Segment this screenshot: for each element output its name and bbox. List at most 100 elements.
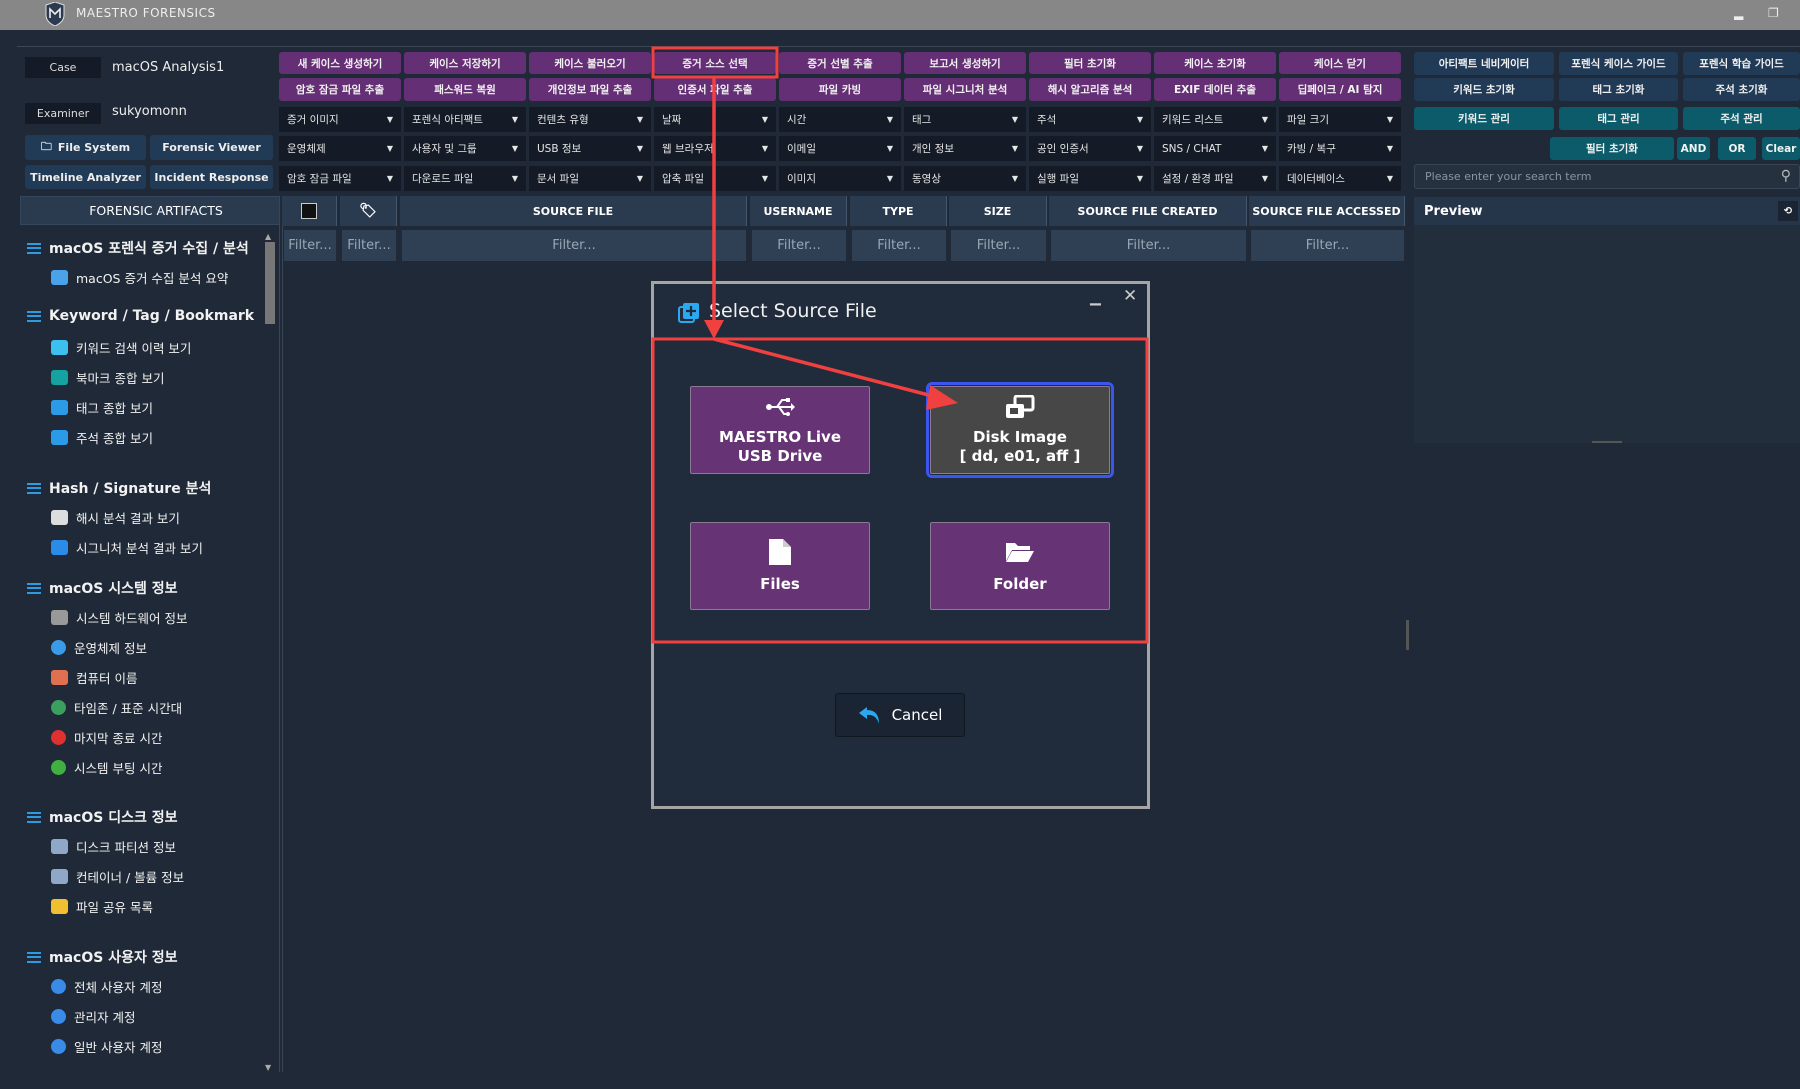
timeline-analyzer-button[interactable]: Timeline Analyzer	[25, 165, 146, 189]
select-all-header[interactable]	[282, 196, 337, 226]
sidebar-section-0[interactable]: macOS 포렌식 증거 수집 / 분석	[27, 238, 249, 258]
action-button-암호-잠금-파일-추출[interactable]: 암호 잠금 파일 추출	[279, 78, 401, 101]
or-button[interactable]: OR	[1718, 137, 1756, 160]
source-option-folder[interactable]: Folder	[930, 522, 1110, 610]
right-button-아티팩트-네비게이터[interactable]: 아티팩트 네비게이터	[1414, 52, 1554, 75]
right-button-포렌식-케이스-가이드[interactable]: 포렌식 케이스 가이드	[1559, 52, 1678, 75]
sidebar-section-1[interactable]: Keyword / Tag / Bookmark	[27, 308, 254, 324]
filter-dropdown[interactable]: 카빙 / 복구 ▼	[1279, 136, 1401, 161]
sidebar-item[interactable]: macOS 증거 수집 분석 요약	[51, 268, 228, 287]
sidebar-item[interactable]: 주석 종합 보기	[51, 428, 153, 447]
scroll-down-icon[interactable]: ▼	[265, 1063, 272, 1072]
sidebar-item[interactable]: 컴퓨터 이름	[51, 668, 137, 687]
action-button-케이스-닫기[interactable]: 케이스 닫기	[1279, 52, 1401, 74]
minimize-button[interactable]: ▂	[1734, 6, 1744, 20]
filter-dropdown[interactable]: SNS / CHAT ▼	[1154, 136, 1276, 161]
column-header[interactable]: SOURCE FILE	[400, 196, 747, 226]
filter-dropdown[interactable]: 문서 파일 ▼	[529, 166, 651, 191]
action-button-해시-알고리즘-분석[interactable]: 해시 알고리즘 분석	[1029, 78, 1151, 101]
filter-dropdown[interactable]: 사용자 및 그룹 ▼	[404, 136, 526, 161]
sidebar-scrollbar[interactable]: ▲ ▼	[264, 232, 276, 1072]
cancel-button[interactable]: Cancel	[835, 693, 965, 737]
dialog-close-button[interactable]: ✕	[1123, 286, 1138, 306]
column-header[interactable]: USERNAME	[750, 196, 847, 226]
incident-response-button[interactable]: Incident Response	[150, 165, 273, 189]
filter-dropdown[interactable]: 개인 정보 ▼	[904, 136, 1026, 161]
right-button-태그-초기화[interactable]: 태그 초기화	[1559, 78, 1678, 101]
dialog-minimize-button[interactable]: ▁	[1090, 290, 1101, 306]
sidebar-section-3[interactable]: macOS 시스템 정보	[27, 578, 177, 598]
forensic-viewer-button[interactable]: Forensic Viewer	[150, 135, 273, 160]
sidebar-section-5[interactable]: macOS 사용자 정보	[27, 947, 177, 967]
resize-handle[interactable]	[1592, 441, 1622, 443]
source-option-files[interactable]: Files	[690, 522, 870, 610]
filter-dropdown[interactable]: 날짜 ▼	[654, 107, 776, 132]
action-button-파일-시그니처-분석[interactable]: 파일 시그니처 분석	[904, 78, 1026, 101]
action-button-인증서-파일-추출[interactable]: 인증서 파일 추출	[654, 78, 776, 101]
column-filter-input[interactable]: Filter...	[1251, 230, 1404, 261]
sidebar-item[interactable]: 시스템 부팅 시간	[51, 758, 162, 777]
filter-dropdown[interactable]: 키워드 리스트 ▼	[1154, 107, 1276, 132]
filter-dropdown[interactable]: 태그 ▼	[904, 107, 1026, 132]
filter-dropdown[interactable]: 공인 인증서 ▼	[1029, 136, 1151, 161]
refresh-icon[interactable]: ⟲	[1778, 201, 1798, 221]
filter-dropdown[interactable]: 컨텐츠 유형 ▼	[529, 107, 651, 132]
sidebar-item[interactable]: 운영체제 정보	[51, 638, 147, 657]
and-button[interactable]: AND	[1677, 137, 1710, 160]
sidebar-item[interactable]: 컨테이너 / 볼륨 정보	[51, 867, 184, 886]
right-button-주석-초기화[interactable]: 주석 초기화	[1683, 78, 1800, 101]
column-filter-input[interactable]: Filter...	[951, 230, 1046, 261]
source-option-maestro-live[interactable]: MAESTRO Live USB Drive	[690, 386, 870, 474]
sidebar-item[interactable]: 디스크 파티션 정보	[51, 837, 176, 856]
right-button-포렌식-학습-가이드[interactable]: 포렌식 학습 가이드	[1683, 52, 1800, 75]
filter-dropdown[interactable]: 데이터베이스 ▼	[1279, 166, 1401, 191]
right-button-키워드-관리[interactable]: 키워드 관리	[1414, 107, 1554, 130]
column-filter-input[interactable]: Filter...	[852, 230, 946, 261]
scroll-up-icon[interactable]: ▲	[265, 232, 272, 241]
filter-dropdown[interactable]: 주석 ▼	[1029, 107, 1151, 132]
filter-dropdown[interactable]: 암호 잠금 파일 ▼	[279, 166, 401, 191]
column-header[interactable]: SOURCE FILE ACCESSED	[1249, 196, 1405, 226]
file-system-button[interactable]: 🗀 File System	[25, 135, 146, 160]
filter-reset-button[interactable]: 필터 초기화	[1550, 137, 1674, 160]
restore-button[interactable]: ❐	[1768, 6, 1779, 20]
sidebar-section-4[interactable]: macOS 디스크 정보	[27, 807, 177, 827]
column-filter-input[interactable]: Filter...	[752, 230, 846, 261]
action-button-개인정보-파일-추출[interactable]: 개인정보 파일 추출	[529, 78, 651, 101]
clear-button[interactable]: Clear	[1762, 137, 1800, 160]
action-button-패스워드-복원[interactable]: 패스워드 복원	[404, 78, 526, 101]
column-header[interactable]: TYPE	[850, 196, 947, 226]
action-button-케이스-저장하기[interactable]: 케이스 저장하기	[404, 52, 526, 74]
filter-dropdown[interactable]: 시간 ▼	[779, 107, 901, 132]
splitter-handle[interactable]	[1406, 620, 1409, 650]
sidebar-scroll-thumb[interactable]	[265, 242, 275, 324]
search-icon[interactable]: ⚲	[1780, 168, 1791, 184]
action-button-exif-데이터-추출[interactable]: EXIF 데이터 추출	[1154, 78, 1276, 101]
right-button-태그-관리[interactable]: 태그 관리	[1559, 107, 1678, 130]
action-button-증거-소스-선택[interactable]: 증거 소스 선택	[654, 52, 776, 74]
sidebar-item[interactable]: 타임존 / 표준 시간대	[51, 698, 182, 717]
sidebar-item[interactable]: 전체 사용자 계정	[51, 977, 162, 996]
filter-dropdown[interactable]: 압축 파일 ▼	[654, 166, 776, 191]
column-header[interactable]: SIZE	[949, 196, 1047, 226]
sidebar-section-2[interactable]: Hash / Signature 분석	[27, 478, 211, 498]
filter-dropdown[interactable]: 웹 브라우저 ▼	[654, 136, 776, 161]
sidebar-item[interactable]: 시그니처 분석 결과 보기	[51, 538, 203, 557]
filter-dropdown[interactable]: 포렌식 아티팩트 ▼	[404, 107, 526, 132]
column-header[interactable]: SOURCE FILE CREATED	[1049, 196, 1247, 226]
sidebar-item[interactable]: 마지막 종료 시간	[51, 728, 162, 747]
right-button-주석-관리[interactable]: 주석 관리	[1683, 107, 1800, 130]
action-button-케이스-초기화[interactable]: 케이스 초기화	[1154, 52, 1276, 74]
action-button-새-케이스-생성하기[interactable]: 새 케이스 생성하기	[279, 52, 401, 74]
filter-dropdown[interactable]: USB 정보 ▼	[529, 136, 651, 161]
filter-dropdown[interactable]: 다운로드 파일 ▼	[404, 166, 526, 191]
action-button-증거-선별-추출[interactable]: 증거 선별 추출	[779, 52, 901, 74]
sidebar-item[interactable]: 파일 공유 목록	[51, 897, 153, 916]
filter-dropdown[interactable]: 설정 / 환경 파일 ▼	[1154, 166, 1276, 191]
filter-dropdown[interactable]: 동영상 ▼	[904, 166, 1026, 191]
column-filter-input[interactable]: Filter...	[284, 230, 336, 261]
column-filter-input[interactable]: Filter...	[1051, 230, 1246, 261]
sidebar-item[interactable]: 키워드 검색 이력 보기	[51, 338, 191, 357]
filter-dropdown[interactable]: 실행 파일 ▼	[1029, 166, 1151, 191]
action-button-필터-초기화[interactable]: 필터 초기화	[1029, 52, 1151, 74]
